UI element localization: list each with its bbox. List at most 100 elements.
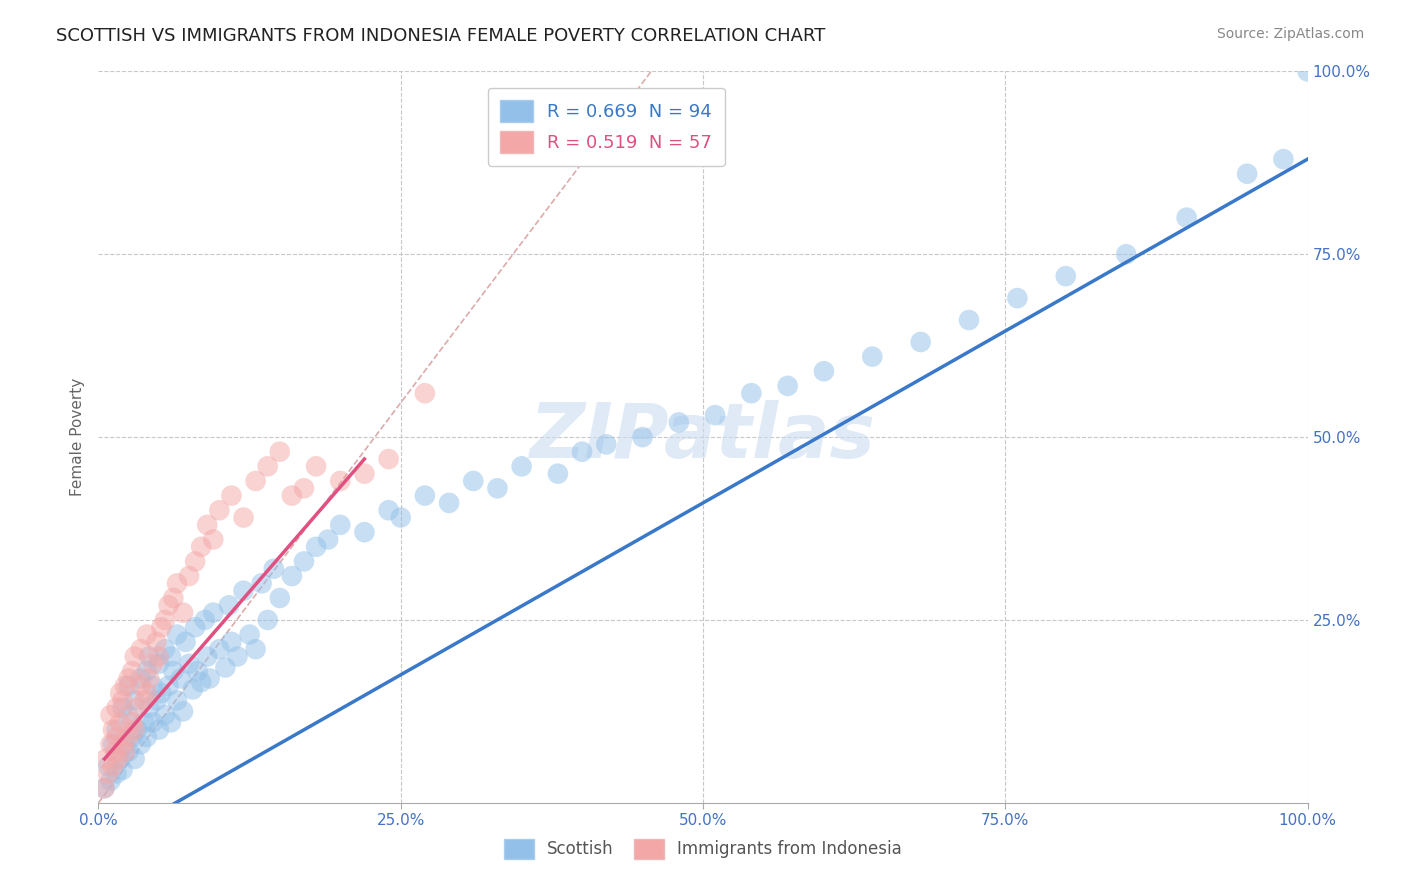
Point: [111, 700, 134, 714]
Point: [704, 408, 727, 422]
Point: [135, 686, 157, 700]
Point: [135, 627, 157, 641]
Point: [97, 766, 120, 780]
Point: [101, 723, 124, 737]
Point: [145, 693, 167, 707]
Point: [166, 576, 188, 591]
Point: [93, 781, 115, 796]
Point: [232, 583, 254, 598]
Point: [194, 613, 217, 627]
Point: [107, 752, 129, 766]
Point: [263, 562, 285, 576]
Legend: Scottish, Immigrants from Indonesia: Scottish, Immigrants from Indonesia: [498, 832, 908, 866]
Point: [114, 737, 136, 751]
Point: [157, 679, 180, 693]
Point: [860, 350, 883, 364]
Point: [150, 686, 173, 700]
Point: [138, 672, 160, 686]
Point: [166, 627, 188, 641]
Point: [134, 693, 156, 707]
Point: [181, 682, 204, 697]
Point: [1054, 269, 1077, 284]
Point: [232, 510, 254, 524]
Point: [134, 715, 156, 730]
Point: [94, 752, 117, 766]
Point: [202, 533, 225, 547]
Point: [172, 606, 194, 620]
Text: SCOTTISH VS IMMIGRANTS FROM INDONESIA FEMALE POVERTY CORRELATION CHART: SCOTTISH VS IMMIGRANTS FROM INDONESIA FE…: [56, 27, 825, 45]
Point: [105, 766, 128, 780]
Point: [218, 599, 240, 613]
Point: [269, 444, 291, 458]
Point: [195, 649, 218, 664]
Point: [1296, 64, 1319, 78]
Point: [187, 664, 209, 678]
Point: [124, 723, 146, 737]
Point: [221, 489, 243, 503]
Point: [100, 708, 122, 723]
Point: [121, 715, 143, 730]
Point: [97, 759, 120, 773]
Point: [595, 437, 617, 451]
Point: [389, 510, 412, 524]
Point: [162, 664, 184, 678]
Point: [413, 489, 436, 503]
Point: [198, 672, 221, 686]
Point: [184, 554, 207, 568]
Point: [108, 686, 131, 700]
Point: [114, 679, 136, 693]
Point: [129, 737, 152, 751]
Point: [138, 700, 160, 714]
Point: [145, 635, 167, 649]
Point: [100, 773, 122, 788]
Point: [142, 679, 165, 693]
Point: [105, 723, 128, 737]
Point: [184, 620, 207, 634]
Point: [329, 517, 352, 532]
Point: [486, 481, 509, 495]
Point: [142, 657, 165, 671]
Point: [329, 474, 352, 488]
Point: [245, 642, 267, 657]
Point: [93, 781, 115, 796]
Point: [100, 737, 122, 751]
Point: [214, 660, 236, 674]
Point: [281, 489, 304, 503]
Point: [101, 737, 124, 751]
Point: [179, 657, 201, 671]
Point: [138, 649, 160, 664]
Point: [129, 672, 152, 686]
Point: [124, 649, 146, 664]
Point: [169, 672, 191, 686]
Point: [226, 649, 249, 664]
Point: [105, 730, 128, 744]
Point: [245, 474, 267, 488]
Point: [121, 664, 143, 678]
Point: [127, 700, 149, 714]
Point: [118, 672, 141, 686]
Point: [148, 657, 170, 671]
Point: [208, 642, 231, 657]
Point: [269, 591, 291, 605]
Point: [124, 752, 146, 766]
Point: [174, 635, 197, 649]
Point: [1115, 247, 1137, 261]
Point: [221, 635, 243, 649]
Point: [111, 737, 134, 751]
Point: [118, 745, 141, 759]
Point: [108, 752, 131, 766]
Point: [437, 496, 460, 510]
Point: [353, 467, 375, 481]
Point: [571, 444, 593, 458]
Point: [127, 723, 149, 737]
Point: [124, 693, 146, 707]
Point: [316, 533, 339, 547]
Point: [153, 642, 176, 657]
Point: [118, 730, 141, 744]
Point: [129, 642, 152, 657]
Point: [239, 627, 262, 641]
Point: [160, 715, 183, 730]
Text: ZIPatlas: ZIPatlas: [530, 401, 876, 474]
Point: [172, 705, 194, 719]
Point: [463, 474, 485, 488]
